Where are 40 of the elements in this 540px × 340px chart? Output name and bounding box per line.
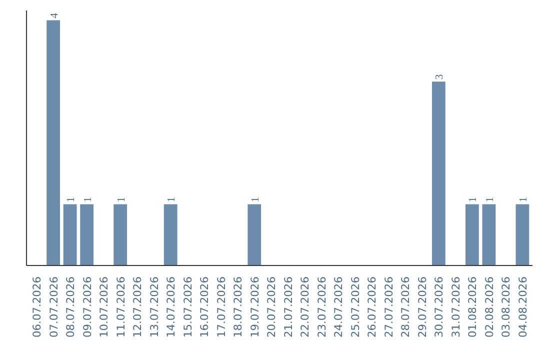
- data-label: 1: [250, 196, 262, 202]
- data-label: 1: [116, 196, 128, 202]
- x-tick-label: 06.07.2026: [30, 276, 44, 338]
- data-label: 1: [66, 196, 78, 202]
- x-tick-label: 15.07.2026: [181, 276, 194, 338]
- x-tick-label: 17.07.2026: [214, 276, 228, 338]
- data-label: 1: [82, 196, 94, 202]
- x-tick-label: 16.07.2026: [198, 276, 212, 338]
- data-label: 1: [468, 196, 480, 202]
- x-tick-label: 04.08.2026: [516, 276, 530, 338]
- x-tick-label: 30.07.2026: [432, 276, 446, 338]
- x-tick-label: 11.07.2026: [114, 276, 128, 338]
- x-tick-label: 21.07.2026: [282, 276, 295, 338]
- x-tick-label: 31.07.2026: [449, 276, 462, 338]
- x-tick-label: 29.07.2026: [416, 276, 429, 338]
- x-tick-label: 01.08.2026: [466, 276, 480, 338]
- x-tick-label: 13.07.2026: [148, 276, 161, 338]
- x-tick-label: 02.08.2026: [482, 276, 496, 338]
- data-label: 1: [166, 196, 178, 202]
- x-tick-label: 19.07.2026: [248, 276, 262, 338]
- x-tick-label: 09.07.2026: [80, 276, 94, 338]
- x-tick-label: 28.07.2026: [399, 276, 412, 338]
- x-tick-label: 20.07.2026: [265, 276, 278, 338]
- x-tick-label: 07.07.2026: [47, 276, 60, 338]
- data-label: 4: [49, 12, 60, 18]
- x-tick-label: 24.07.2026: [332, 276, 346, 338]
- x-tick-label: 14.07.2026: [164, 276, 178, 338]
- x-tick-label: 26.07.2026: [366, 276, 379, 338]
- x-tick-label: 03.08.2026: [500, 276, 513, 338]
- x-tick-label: 18.07.2026: [232, 276, 245, 338]
- x-tick-label: 25.07.2026: [348, 276, 362, 338]
- data-label: 1: [484, 196, 496, 202]
- x-tick-label: 12.07.2026: [131, 276, 144, 338]
- x-tick-label: 08.07.2026: [64, 276, 78, 338]
- data-label: 3: [434, 74, 446, 80]
- x-tick-label: 27.07.2026: [382, 276, 396, 338]
- x-tick-label: 10.07.2026: [98, 276, 111, 338]
- x-tick-label: 23.07.2026: [315, 276, 328, 338]
- x-tick-label: 22.07.2026: [298, 276, 312, 338]
- data-label: 1: [518, 196, 530, 202]
